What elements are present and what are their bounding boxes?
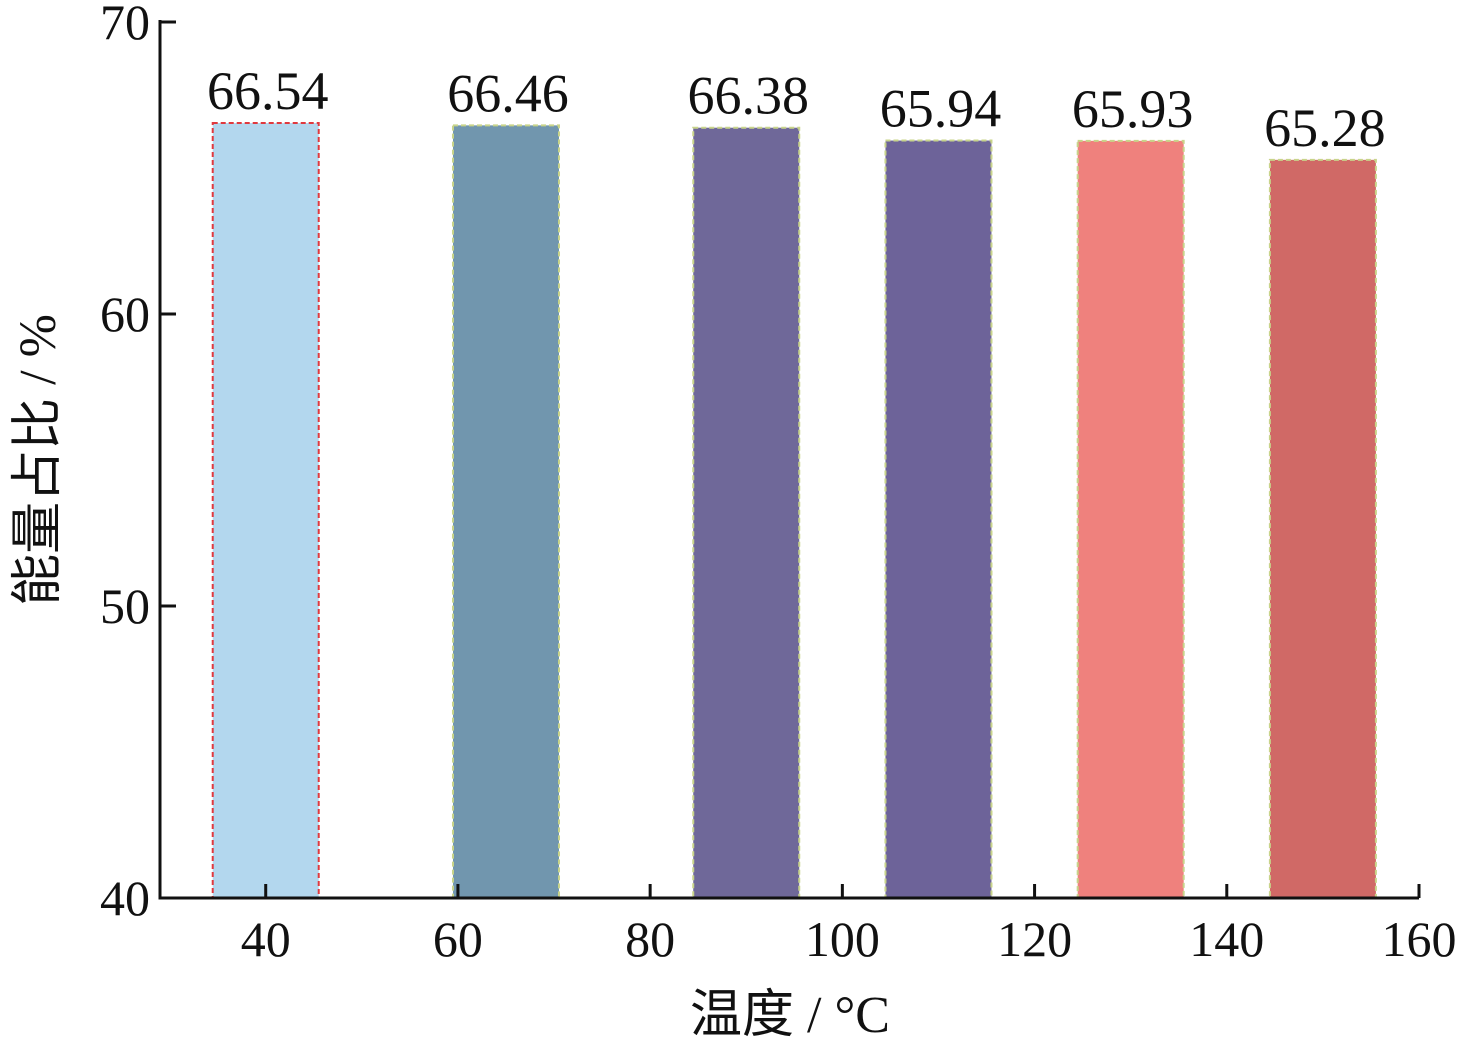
bar <box>451 124 560 900</box>
value-label: 66.38 <box>688 66 810 126</box>
y-tick-label: 60 <box>100 286 150 342</box>
bar <box>211 122 320 900</box>
x-axis-label: 温度 / °C <box>690 987 890 1041</box>
value-label: 66.46 <box>447 63 569 123</box>
x-tick-label: 40 <box>241 911 291 967</box>
x-tick-label: 140 <box>1189 911 1264 967</box>
x-tick-label: 60 <box>433 911 483 967</box>
x-tick-label: 160 <box>1382 911 1457 967</box>
x-tick-label: 120 <box>997 911 1072 967</box>
y-tick-label: 70 <box>100 0 150 50</box>
y-axis-label: 能量占比 / % <box>10 314 67 606</box>
value-label: 65.28 <box>1264 98 1386 158</box>
y-tick-label: 50 <box>100 578 150 634</box>
bar <box>884 139 993 899</box>
bar <box>1268 158 1377 900</box>
bar <box>692 126 801 900</box>
y-tick-label: 40 <box>100 870 150 926</box>
x-tick-label: 100 <box>805 911 880 967</box>
value-label: 65.94 <box>880 79 1002 139</box>
bar <box>1076 139 1185 899</box>
value-label: 65.93 <box>1072 79 1194 139</box>
x-tick-label: 80 <box>625 911 675 967</box>
value-label: 66.54 <box>207 61 329 121</box>
